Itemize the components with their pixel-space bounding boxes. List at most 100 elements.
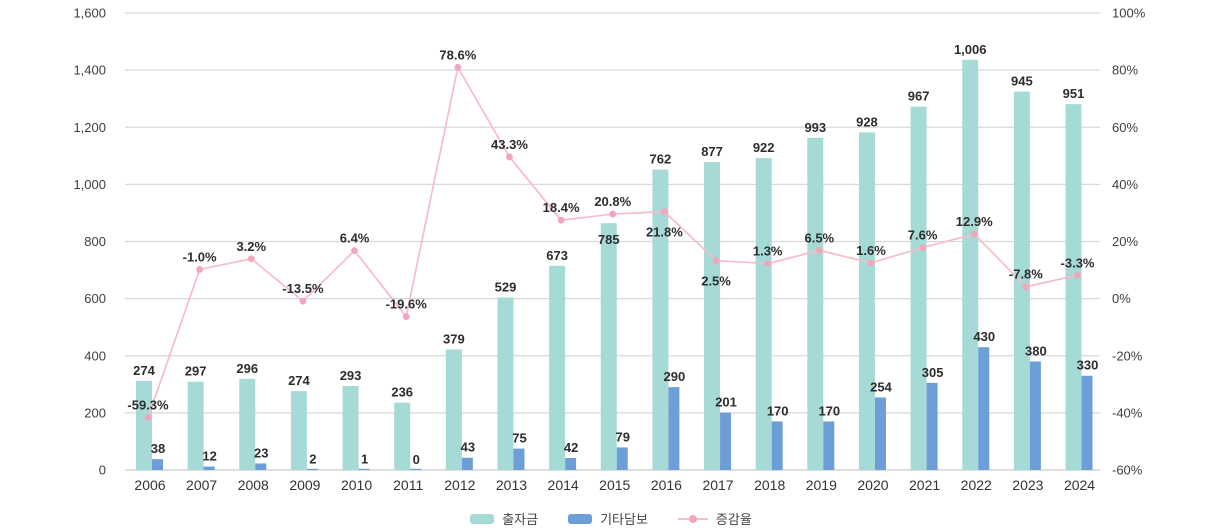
equity-bar-2022[interactable] <box>962 59 979 470</box>
collateral-bar-2007[interactable] <box>203 466 215 470</box>
collateral-bar-2013[interactable] <box>513 448 525 470</box>
equity-value-label-2012: 379 <box>443 331 465 346</box>
collateral-bar-2020[interactable] <box>874 397 886 470</box>
rate-point-2009[interactable] <box>299 297 307 305</box>
collateral-value-label-2016: 290 <box>664 369 686 384</box>
equity-bar-2015[interactable] <box>600 223 617 470</box>
rate-label-2010: 6.4% <box>340 231 370 246</box>
chart-legend: 출자금 기타담보 증감율 <box>0 509 1222 528</box>
rate-label-2014: 18.4% <box>543 200 580 215</box>
right-axis-tick-5: 0% <box>1112 291 1131 306</box>
left-axis-tick-6: 400 <box>84 348 106 363</box>
equity-bar-2021[interactable] <box>910 106 927 470</box>
equity-bar-2013[interactable] <box>497 297 514 470</box>
collateral-value-label-2010: 1 <box>361 452 368 467</box>
equity-bar-2011[interactable] <box>394 402 411 470</box>
rate-label-2019: 6.5% <box>804 230 834 245</box>
rate-label-2017: 2.5% <box>701 274 731 289</box>
rate-point-2014[interactable] <box>557 216 565 224</box>
left-axis-tick-4: 800 <box>84 234 106 249</box>
x-axis-label-2023: 2023 <box>1012 477 1043 493</box>
rate-point-2018[interactable] <box>764 260 772 267</box>
rate-point-2015[interactable] <box>609 210 617 218</box>
rate-point-2020[interactable] <box>867 259 875 267</box>
rate-point-2019[interactable] <box>815 246 823 254</box>
rate-label-2016: 21.8% <box>646 225 683 240</box>
collateral-bar-2015[interactable] <box>616 447 628 470</box>
rate-point-2021[interactable] <box>919 244 926 251</box>
collateral-value-label-2021: 305 <box>922 365 944 380</box>
equity-value-label-2020: 928 <box>856 114 878 129</box>
equity-value-label-2019: 993 <box>804 120 826 135</box>
rate-point-2010[interactable] <box>351 247 358 255</box>
equity-bar-2014[interactable] <box>549 265 566 470</box>
equity-bar-2024[interactable] <box>1065 104 1082 470</box>
rate-point-2022[interactable] <box>970 230 978 238</box>
right-axis-tick-7: -40% <box>1112 405 1143 420</box>
collateral-bar-2023[interactable] <box>1029 361 1041 470</box>
right-axis-tick-4: 20% <box>1112 234 1138 249</box>
collateral-bar-2022[interactable] <box>978 347 990 470</box>
collateral-value-label-2007: 12 <box>202 449 216 464</box>
left-axis-tick-1: 1,400 <box>73 63 106 78</box>
rate-point-2011[interactable] <box>402 313 410 321</box>
left-axis-tick-8: 0 <box>99 463 106 478</box>
x-axis-label-2006: 2006 <box>134 477 165 493</box>
x-axis-label-2020: 2020 <box>857 477 888 493</box>
legend-item-collateral[interactable]: 기타담보 <box>568 509 648 528</box>
collateral-value-label-2013: 75 <box>512 431 526 446</box>
rate-point-2016[interactable] <box>661 208 668 215</box>
collateral-bar-2009[interactable] <box>306 468 318 470</box>
equity-bar-2018[interactable] <box>755 158 772 470</box>
rate-point-2017[interactable] <box>712 257 720 264</box>
collateral-bar-2024[interactable] <box>1081 375 1093 470</box>
collateral-bar-2019[interactable] <box>823 421 835 470</box>
collateral-bar-2018[interactable] <box>771 421 783 470</box>
legend-item-equity[interactable]: 출자금 <box>470 509 538 528</box>
rate-point-2007[interactable] <box>196 266 204 273</box>
equity-value-label-2011: 236 <box>391 385 413 400</box>
rate-point-2008[interactable] <box>247 255 255 263</box>
rate-label-2020: 1.6% <box>856 243 886 258</box>
equity-bar-2006[interactable] <box>136 380 152 470</box>
equity-bar-2020[interactable] <box>858 132 875 471</box>
equity-bar-2012[interactable] <box>445 349 462 470</box>
collateral-bar-2010[interactable] <box>358 468 370 470</box>
x-axis-label-2024: 2024 <box>1064 477 1095 493</box>
rate-label-2023: -7.8% <box>1009 267 1043 282</box>
collateral-bar-2008[interactable] <box>255 463 267 470</box>
rate-point-2024[interactable] <box>1074 271 1081 279</box>
equity-bar-2017[interactable] <box>704 162 721 470</box>
x-axis-label-2009: 2009 <box>289 477 320 493</box>
right-axis-tick-6: -20% <box>1112 348 1143 363</box>
collateral-bar-2016[interactable] <box>668 387 680 470</box>
collateral-series-swatch <box>568 513 593 524</box>
collateral-bar-2012[interactable] <box>461 457 473 470</box>
equity-value-label-2006: 274 <box>133 363 155 378</box>
equity-bar-2019[interactable] <box>807 137 824 471</box>
x-axis-label-2019: 2019 <box>806 477 837 493</box>
equity-value-label-2018: 922 <box>753 140 775 155</box>
collateral-value-label-2012: 43 <box>461 440 475 455</box>
collateral-bar-2017[interactable] <box>720 412 732 470</box>
equity-bar-2008[interactable] <box>239 378 256 470</box>
rate-point-2023[interactable] <box>1022 283 1030 291</box>
equity-bar-2009[interactable] <box>290 391 307 470</box>
rate-label-2024: -3.3% <box>1061 255 1095 270</box>
equity-bar-2023[interactable] <box>1013 91 1030 470</box>
collateral-bar-2014[interactable] <box>565 458 577 470</box>
rate-label-2021: 7.6% <box>908 228 938 243</box>
x-axis-label-2016: 2016 <box>651 477 682 493</box>
legend-item-rate[interactable]: 증감율 <box>677 509 752 528</box>
rate-point-2006[interactable] <box>144 414 152 421</box>
rate-point-2013[interactable] <box>506 153 513 161</box>
equity-bar-2007[interactable] <box>187 381 204 470</box>
collateral-bar-2006[interactable] <box>152 459 163 470</box>
equity-series-swatch <box>470 513 495 524</box>
collateral-bar-2011[interactable] <box>410 468 422 470</box>
rate-label-2007: -1.0% <box>183 249 217 264</box>
equity-bar-2016[interactable] <box>652 169 669 470</box>
rate-point-2012[interactable] <box>454 63 462 71</box>
equity-bar-2010[interactable] <box>342 386 359 470</box>
collateral-bar-2021[interactable] <box>926 382 938 470</box>
